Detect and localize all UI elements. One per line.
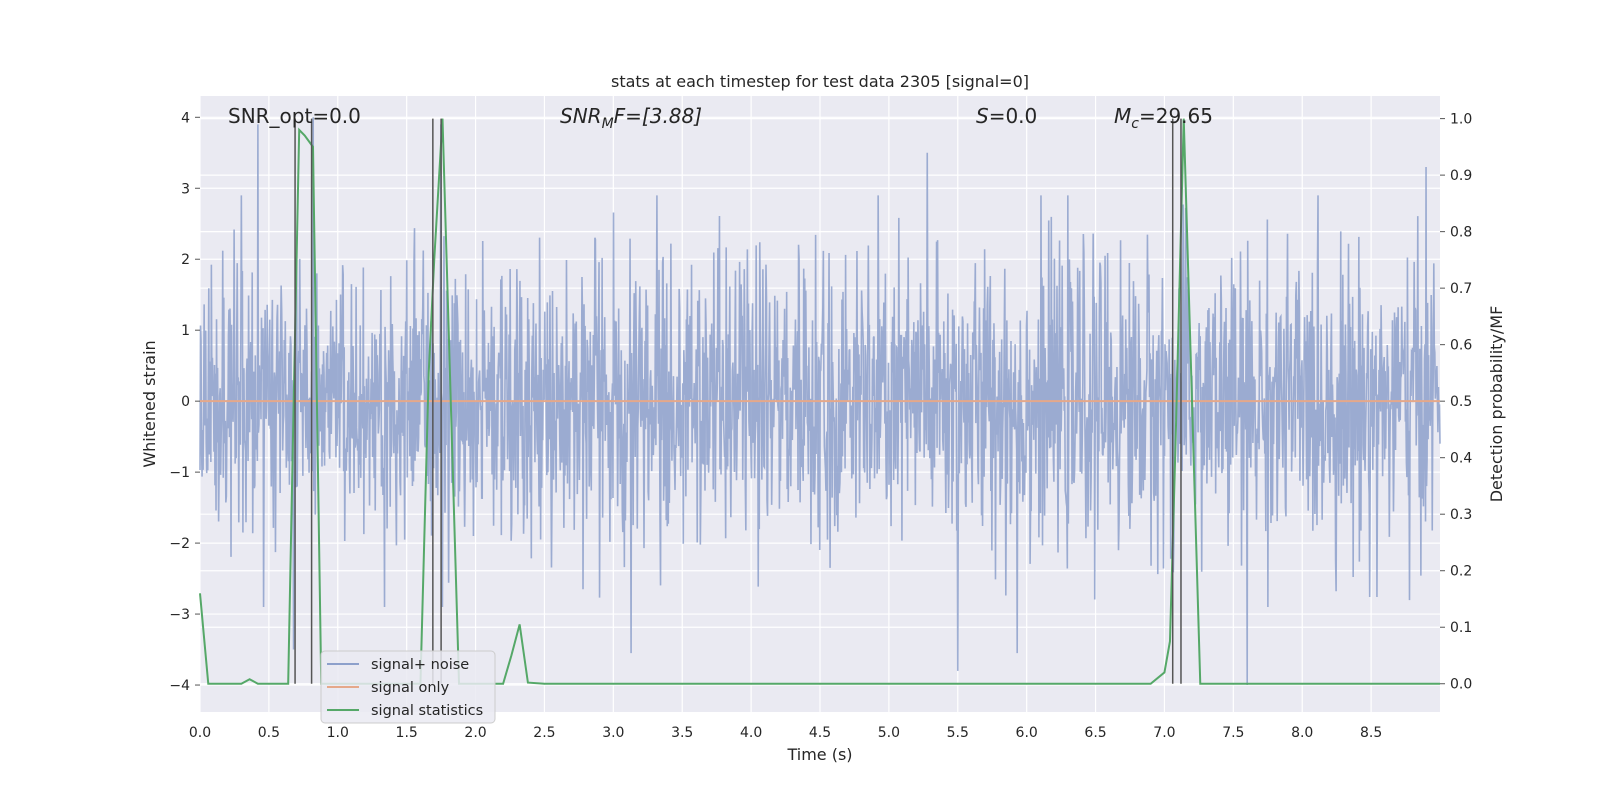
x-tick-label: 6.5 — [1084, 725, 1106, 741]
vertical-markers — [294, 118, 1182, 684]
annotation-s: S=0.0 — [976, 104, 1037, 128]
x-tick-label: 6.0 — [1016, 725, 1038, 741]
x-tick-label: 1.5 — [396, 725, 418, 741]
annotation-mc: Mc=29.65 — [1114, 104, 1213, 132]
y-left-tick-label: 0 — [181, 394, 190, 410]
y-axis-left-label: Whitened strain — [140, 340, 159, 467]
y-right-tick-label: 0.5 — [1450, 394, 1472, 410]
annotation-snr-mf-main: SNR — [560, 104, 602, 128]
annotation-mc-rest: =29.65 — [1139, 104, 1213, 128]
annotation-mc-sub: c — [1131, 116, 1139, 132]
y-right-tick-label: 0.7 — [1450, 281, 1472, 297]
y-left-tick-label: 1 — [181, 323, 190, 339]
legend-label-signal-noise: signal+ noise — [371, 657, 469, 673]
x-tick-label: 7.5 — [1222, 725, 1244, 741]
signal-noise-line — [199, 117, 1441, 686]
y-left-tick-label: −2 — [169, 536, 190, 552]
legend: signal+ noise signal only signal statist… — [320, 650, 496, 724]
legend-label-signal-only: signal only — [371, 680, 450, 696]
x-tick-label: 7.0 — [1153, 725, 1175, 741]
x-tick-label: 3.5 — [671, 725, 693, 741]
x-tick-label: 2.5 — [533, 725, 555, 741]
legend-label-signal-statistics: signal statistics — [371, 703, 483, 719]
chart-title: stats at each timestep for test data 230… — [611, 72, 1029, 91]
y-right-tick-label: 0.0 — [1450, 677, 1472, 693]
y-right-tick-label: 0.3 — [1450, 507, 1472, 523]
y-right-tick-label: 0.2 — [1450, 564, 1472, 580]
annotation-snr-mf: SNRMF=[3.88] — [560, 104, 702, 132]
x-tick-label: 8.0 — [1291, 725, 1313, 741]
y-left-tick-label: −4 — [169, 678, 190, 694]
x-tick-labels: 0.0 0.5 1.0 1.5 2.0 2.5 3.0 3.5 4.0 4.5 5.0 5.5 6.0 6… — [189, 725, 1382, 741]
y-right-tick-label: 0.8 — [1450, 225, 1472, 241]
x-tick-label: 8.5 — [1360, 725, 1382, 741]
y-left-tick-label: 2 — [181, 252, 190, 268]
x-axis-label: Time (s) — [786, 745, 852, 764]
annotation-snr-mf-sub: M — [602, 116, 614, 132]
x-tick-label: 1.0 — [327, 725, 349, 741]
y-right-tick-label: 0.1 — [1450, 620, 1472, 636]
y-right-tick-label: 0.4 — [1450, 451, 1472, 467]
y-right-tick-labels: 1.0 0.9 0.8 0.7 0.6 0.5 0.4 0.3 0.2 0.1 0.0 — [1440, 112, 1472, 693]
y-left-tick-labels: 4 3 2 1 0 −1 −2 −3 −4 — [169, 110, 200, 694]
y-axis-right-label: Detection probability/MF — [1487, 306, 1506, 503]
annotation-s-main: S — [976, 104, 989, 128]
x-tick-label: 0.5 — [258, 725, 280, 741]
annotation-mc-main: M — [1114, 104, 1131, 128]
y-right-tick-label: 1.0 — [1450, 112, 1472, 128]
annotation-s-rest: =0.0 — [989, 104, 1038, 128]
y-left-tick-label: −1 — [169, 465, 190, 481]
x-tick-label: 5.5 — [947, 725, 969, 741]
y-right-tick-label: 0.6 — [1450, 338, 1472, 354]
series-signal-noise — [199, 117, 1441, 686]
legend-box — [320, 650, 496, 724]
x-tick-label: 4.5 — [809, 725, 831, 741]
x-tick-label: 4.0 — [740, 725, 762, 741]
y-left-tick-label: −3 — [169, 607, 190, 623]
y-left-tick-label: 4 — [181, 110, 190, 126]
x-tick-label: 2.0 — [464, 725, 486, 741]
y-left-tick-label: 3 — [181, 181, 190, 197]
x-tick-label: 0.0 — [189, 725, 211, 741]
x-tick-label: 3.0 — [602, 725, 624, 741]
annotation-snr-mf-rest: F=[3.88] — [614, 104, 702, 128]
x-tick-label: 5.0 — [878, 725, 900, 741]
annotation-snr-opt: SNR_opt=0.0 — [228, 104, 361, 128]
y-right-tick-label: 0.9 — [1450, 168, 1472, 184]
